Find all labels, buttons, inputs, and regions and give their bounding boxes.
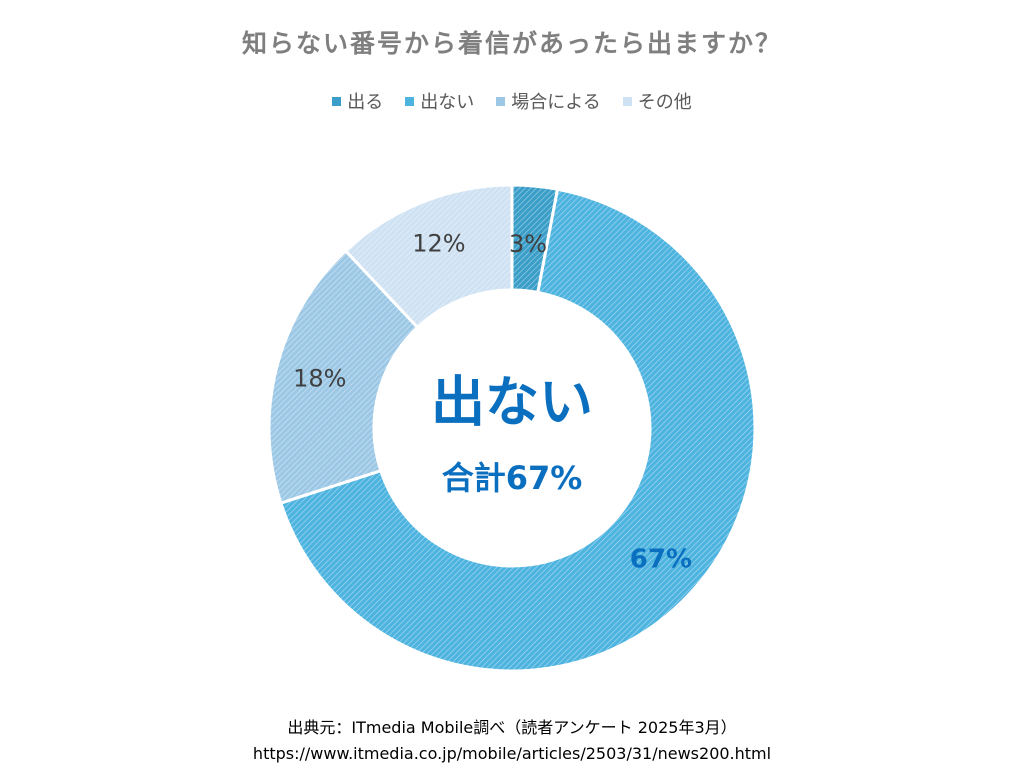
legend-item: その他 <box>622 88 692 114</box>
legend-item: 場合による <box>496 88 601 114</box>
legend-swatch <box>622 96 632 106</box>
source-credit: 出典元：ITmedia Mobile調べ（読者アンケート 2025年3月） <box>287 718 737 737</box>
legend-label: その他 <box>637 92 692 113</box>
donut-slice-4 <box>343 183 514 330</box>
legend-swatch <box>332 96 342 106</box>
data-label-4: 12% <box>412 229 465 257</box>
legend-swatch <box>405 96 415 106</box>
legend-label: 出ない <box>420 92 475 113</box>
legend-item: 出ない <box>405 88 474 114</box>
chart-title: 知らない番号から着信があったら出ますか？ <box>241 29 782 58</box>
data-label-2: 67% <box>630 544 692 574</box>
data-label-3: 18% <box>293 365 346 393</box>
center-main-text: 出ない <box>431 371 593 434</box>
legend-item: 出る <box>332 88 383 114</box>
source-url: https://www.itmedia.co.jp/mobile/article… <box>252 744 772 763</box>
legend-label: 出る <box>347 92 384 113</box>
center-sub-text: 合計67% <box>442 459 583 497</box>
data-label-1: 3% <box>509 230 547 258</box>
legend-label: 場合による <box>511 92 601 113</box>
legend-swatch <box>496 96 506 106</box>
donut-slice-2 <box>278 187 757 673</box>
donut-slice-3 <box>267 248 420 505</box>
legend: 出る 出ない 場合による その他 <box>0 88 1024 114</box>
